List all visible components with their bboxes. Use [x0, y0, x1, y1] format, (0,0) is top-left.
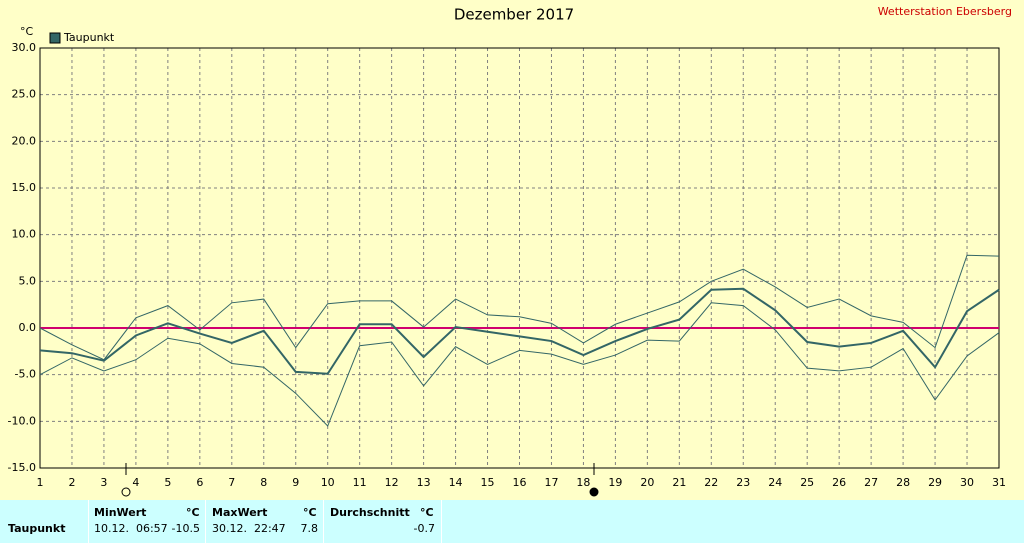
x-tick-label: 19 [608, 476, 622, 489]
x-tick-label: 2 [68, 476, 75, 489]
cell: -0.7 [413, 522, 435, 535]
y-unit: °C [20, 25, 34, 38]
y-tick-label: -15.0 [8, 461, 36, 474]
x-tick-label: 12 [385, 476, 399, 489]
series-line [39, 254, 1000, 361]
col-header: MinWert [94, 506, 147, 519]
x-tick-label: 28 [896, 476, 910, 489]
x-tick-label: 9 [292, 476, 299, 489]
row-label: Taupunkt [8, 522, 66, 535]
x-tick-label: 13 [417, 476, 431, 489]
x-tick-label: 21 [672, 476, 686, 489]
series-line [39, 302, 1000, 427]
series-line [39, 287, 1000, 375]
x-tick-label: 10 [321, 476, 335, 489]
x-tick-label: 16 [513, 476, 527, 489]
y-tick-label: 20.0 [12, 134, 37, 147]
x-tick-label: 17 [544, 476, 558, 489]
x-tick-label: 25 [800, 476, 814, 489]
x-tick-label: 8 [260, 476, 267, 489]
y-tick-label: 25.0 [12, 88, 37, 101]
table: MinWert °C MaxWert °C Durchschnitt °C Ta… [0, 500, 1024, 543]
background [0, 0, 1024, 500]
y-tick-label: 30.0 [12, 41, 37, 54]
chart: Dezember 2017 Wetterstation Ebersberg °C… [0, 0, 1024, 500]
x-tick-label: 5 [164, 476, 171, 489]
x-tick-label: 3 [100, 476, 107, 489]
col-unit: °C [303, 506, 317, 519]
col-header: MaxWert [212, 506, 268, 519]
x-tick-label: 7 [228, 476, 235, 489]
x-tick-label: 30 [960, 476, 974, 489]
cell: -10.5 [171, 522, 200, 535]
moon-icon [589, 487, 599, 497]
y-tick-label: -5.0 [15, 368, 36, 381]
y-tick-label: -10.0 [8, 414, 36, 427]
x-tick-label: 29 [928, 476, 942, 489]
y-tick-label: 0.0 [19, 321, 37, 334]
col-unit: °C [186, 506, 200, 519]
y-tick-label: 15.0 [12, 181, 37, 194]
y-tick-label: 10.0 [12, 228, 37, 241]
x-tick-label: 6 [196, 476, 203, 489]
col-header: Durchschnitt [330, 506, 410, 519]
legend-label: Taupunkt [63, 31, 115, 44]
x-tick-label: 26 [832, 476, 846, 489]
chart-title: Dezember 2017 [454, 6, 574, 24]
cell: 10.12. 06:57 [94, 522, 168, 535]
col-unit: °C [420, 506, 434, 519]
cell: 7.8 [300, 522, 319, 535]
x-tick-label: 24 [768, 476, 782, 489]
x-tick-label: 27 [864, 476, 878, 489]
x-tick-label: 11 [353, 476, 367, 489]
station: Wetterstation Ebersberg [878, 5, 1012, 18]
x-tick-label: 23 [736, 476, 750, 489]
cell: 30.12. 22:47 [212, 522, 286, 535]
plot-frame [39, 47, 1000, 469]
x-tick-label: 4 [132, 476, 139, 489]
x-tick-label: 31 [992, 476, 1006, 489]
x-tick-label: 15 [481, 476, 495, 489]
legend-swatch [49, 32, 61, 44]
x-tick-label: 1 [37, 476, 44, 489]
x-tick-label: 14 [449, 476, 463, 489]
y-tick-label: 5.0 [19, 274, 37, 287]
x-tick-label: 22 [704, 476, 718, 489]
x-tick-label: 20 [640, 476, 654, 489]
moon-icon [121, 487, 131, 497]
x-tick-label: 18 [576, 476, 590, 489]
